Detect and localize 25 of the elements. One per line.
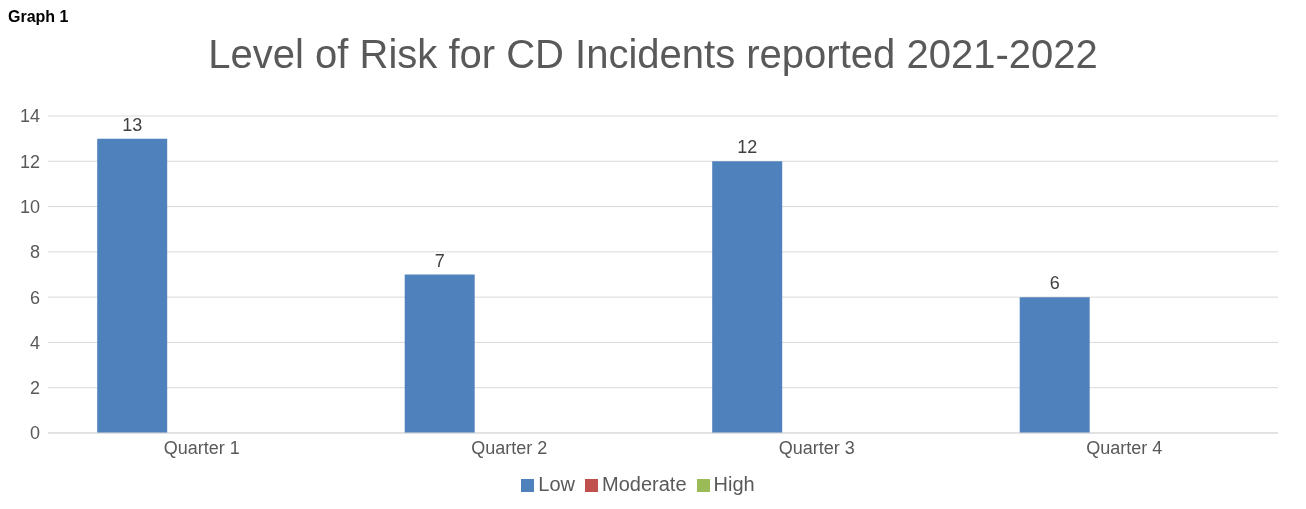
bar (712, 161, 783, 433)
legend-label: Low (538, 473, 576, 495)
data-label: 12 (737, 137, 758, 158)
bar (404, 274, 475, 433)
bar (97, 138, 168, 433)
data-label: 13 (122, 114, 143, 135)
x-tick-label: Quarter 1 (163, 437, 240, 458)
y-tick-label: 14 (19, 106, 40, 127)
chart-title: Level of Risk for CD Incidents reported 2021-2022 (207, 32, 1099, 77)
y-tick-label: 10 (19, 196, 40, 217)
x-tick-label: Quarter 4 (1086, 437, 1163, 458)
y-tick-label: 12 (19, 151, 40, 172)
data-label: 6 (1049, 273, 1060, 294)
caption: Graph 1 (8, 8, 69, 26)
y-tick-label: 2 (29, 378, 40, 399)
y-tick-label: 4 (29, 332, 40, 353)
x-tick-label: Quarter 2 (471, 437, 548, 458)
y-tick-label: 0 (29, 423, 40, 444)
legend-label: High (713, 473, 755, 495)
bar (1019, 297, 1090, 433)
x-tick-label: Quarter 3 (778, 437, 855, 458)
legend-label: Moderate (602, 473, 687, 495)
y-tick-label: 8 (29, 242, 40, 263)
data-label: 7 (434, 250, 445, 271)
y-tick-label: 6 (29, 287, 40, 308)
